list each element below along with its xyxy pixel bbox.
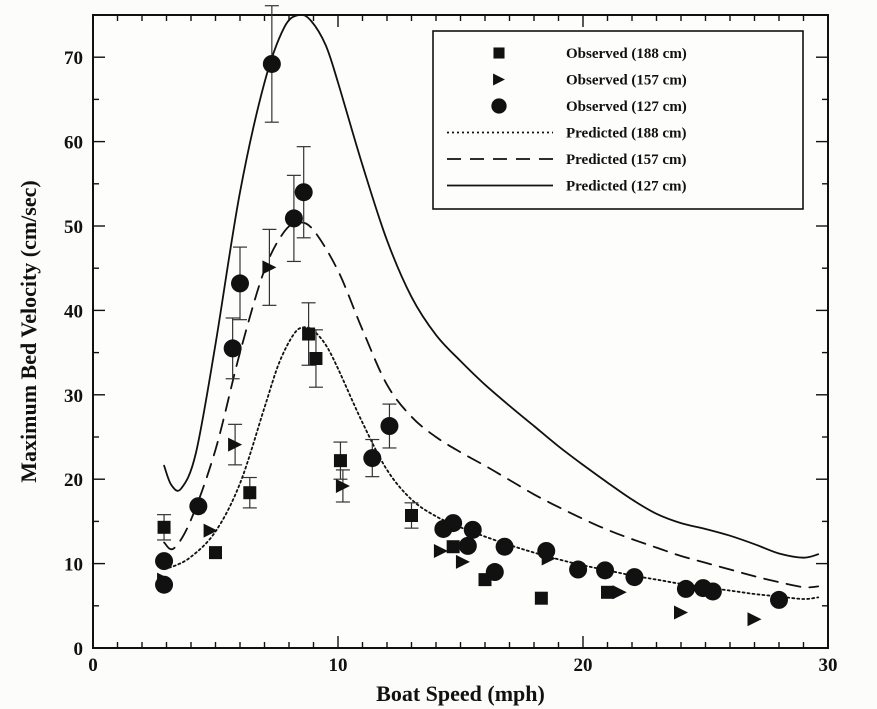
x-axis-title: Boat Speed (mph) (376, 681, 545, 706)
legend-box (432, 30, 804, 210)
legend-label: Observed (188 cm) (566, 46, 687, 62)
y-tick-label: 0 (74, 639, 84, 660)
observed-square-marker (209, 546, 222, 560)
y-tick-label: 50 (64, 217, 83, 238)
observed-triangle-right-marker (433, 543, 448, 558)
observed-circle-marker (380, 417, 399, 436)
y-tick-label: 20 (64, 470, 83, 491)
observed-square-marker (302, 327, 316, 341)
observed-triangle-right-marker (747, 612, 762, 627)
observed-circle-marker (189, 497, 208, 516)
legend-circle-marker (491, 98, 507, 114)
legend: Observed (188 cm) Observed (157 cm) Observ… (432, 30, 804, 210)
observed-circle-marker (444, 514, 463, 533)
observed-circle-marker (284, 209, 303, 228)
observed-triangle-right-marker (262, 260, 277, 275)
y-tick-label: 40 (64, 301, 83, 322)
observed-circle-marker (625, 568, 644, 587)
observed-triangle-right-marker (228, 437, 243, 452)
observed-square-marker (601, 585, 614, 599)
observed-circle-marker (537, 541, 556, 560)
legend-label: Observed (127 cm) (566, 99, 687, 115)
observed-circle-marker (463, 520, 482, 539)
observed-circle-marker (485, 563, 504, 582)
legend-triangle-right-marker (493, 73, 505, 86)
observed-triangle-right-marker (612, 585, 627, 600)
legend-square-marker (493, 47, 505, 59)
x-tick-label: 10 (329, 655, 348, 676)
observed-circle-marker (458, 536, 477, 555)
observed-square-marker (405, 508, 418, 522)
observed-triangle-right-marker (203, 523, 218, 538)
observed-square-marker (243, 486, 257, 500)
x-tick-label: 30 (819, 655, 838, 676)
observed-circle-marker (231, 274, 249, 293)
legend-label: Predicted (157 cm) (566, 152, 687, 168)
observed-circle-marker (676, 579, 695, 598)
observed-circle-marker (294, 183, 313, 202)
legend-label: Predicted (188 cm) (566, 126, 687, 142)
x-tick-label: 20 (574, 655, 593, 676)
observed-square-marker (157, 520, 171, 534)
observed-circle-marker (596, 561, 615, 580)
observed-markers-layer (155, 54, 788, 627)
observed-circle-marker (155, 552, 174, 571)
observed-circle-marker (262, 54, 281, 73)
observed-circle-marker (363, 449, 382, 468)
observed-circle-marker (703, 582, 722, 601)
y-tick-label: 70 (64, 48, 83, 69)
observed-circle-marker (155, 575, 174, 594)
observed-triangle-right-marker (674, 605, 688, 620)
y-tick-label: 10 (64, 555, 83, 576)
predicted-curve-dashed (163, 221, 820, 589)
y-axis-title: Maximum Bed Velocity (cm/sec) (16, 180, 41, 482)
observed-square-marker (333, 454, 347, 468)
observed-square-marker (446, 540, 460, 554)
observed-circle-marker (569, 560, 588, 579)
x-tick-label: 0 (88, 655, 98, 676)
legend-label: Observed (157 cm) (566, 73, 687, 89)
observed-square-marker (534, 591, 548, 605)
observed-triangle-right-marker (335, 478, 350, 493)
observed-square-marker (309, 352, 323, 366)
observed-triangle-right-marker (455, 554, 470, 569)
predicted-curve-solid (163, 15, 820, 559)
observed-circle-marker (770, 590, 788, 609)
legend-label: Predicted (127 cm) (566, 179, 687, 195)
observed-circle-marker (495, 537, 514, 556)
y-tick-label: 30 (64, 386, 83, 407)
y-tick-label: 60 (64, 133, 83, 154)
observed-circle-marker (223, 339, 242, 358)
